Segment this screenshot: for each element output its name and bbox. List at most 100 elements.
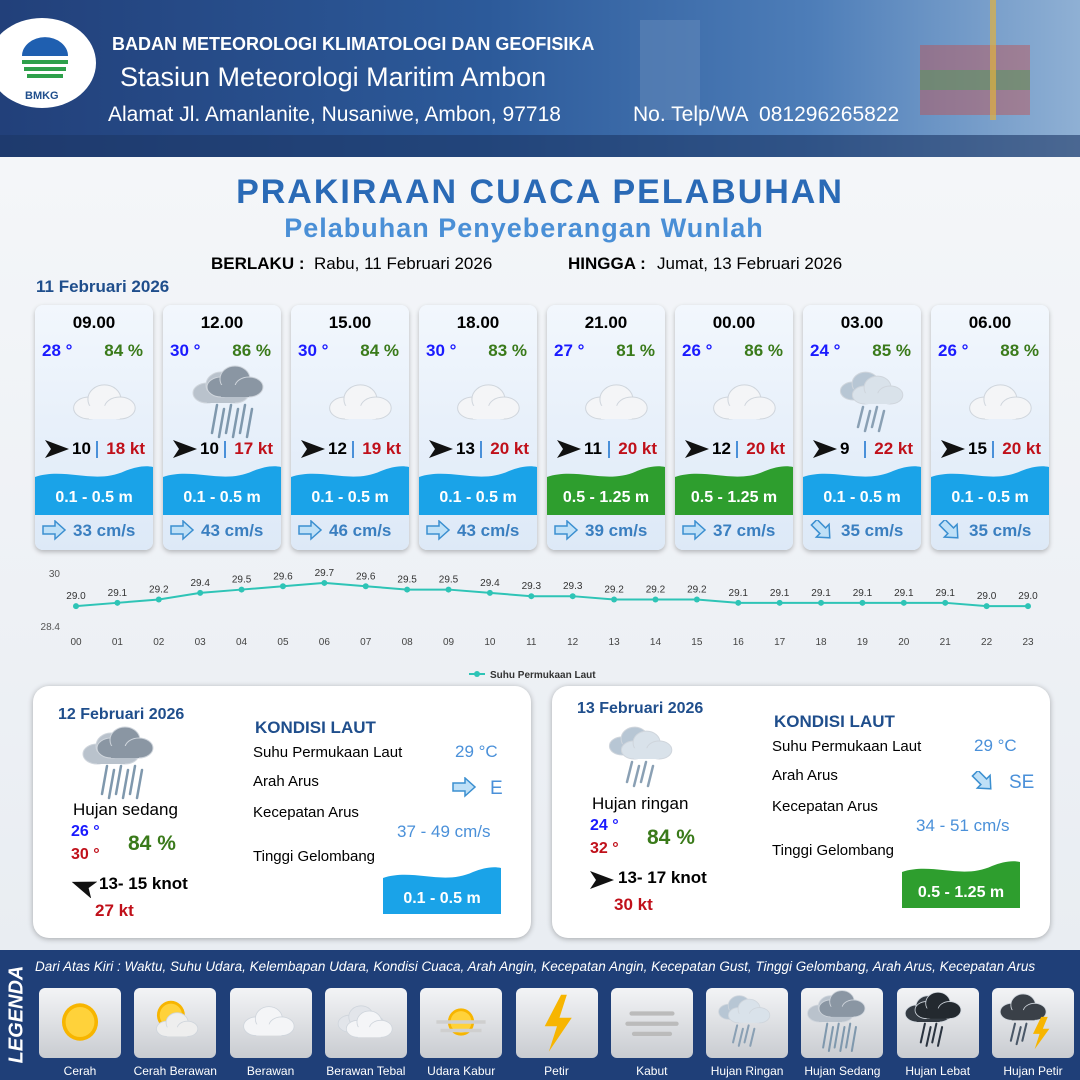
humidity: 86 %: [744, 341, 783, 360]
current-speed: 39 cm/s: [585, 521, 648, 540]
wave-height: 0.1 - 0.5 m: [951, 489, 1029, 506]
gust: 20 kt: [1002, 439, 1041, 458]
legend-label: Hujan Petir: [1003, 1064, 1063, 1078]
current-direction: [682, 520, 707, 541]
x-tick-label: 08: [402, 637, 414, 648]
gust: 20 kt: [490, 439, 529, 458]
value-label: 29.6: [273, 571, 293, 582]
legend-description: Dari Atas Kiri : Waktu, Suhu Udara, Kele…: [35, 959, 1036, 974]
wind-speed: 11: [584, 439, 602, 458]
weather-icon: [457, 384, 520, 420]
humidity: 81 %: [616, 341, 655, 360]
gust: 17 kt: [234, 439, 273, 458]
value-label: 29.7: [315, 568, 335, 579]
forecast-card: 09.00 28 ° 84 % 10 18 kt 0.1 - 0.5 m 33 cm/s: [35, 305, 153, 550]
value-label: 29.1: [770, 588, 790, 599]
wind-direction: [71, 881, 97, 898]
current-direction: [452, 777, 477, 798]
phone: No. Telp/WA 081296265822: [633, 103, 900, 126]
forecast-date: 11 Februari 2026: [36, 277, 170, 296]
forecast-card: 00.00 26 ° 86 % 12 20 kt 0.5 - 1.25 m 37 cm/s: [675, 305, 793, 550]
wind-direction: [941, 440, 965, 458]
x-tick-label: 12: [567, 637, 579, 648]
wind-speed: 9: [840, 439, 850, 458]
wind-speed: 13- 15 knot: [99, 874, 188, 893]
x-tick-label: 06: [319, 637, 331, 648]
x-tick-label: 11: [526, 637, 537, 648]
legend-marker: [474, 671, 480, 677]
legend-label: Hujan Ringan: [710, 1064, 784, 1078]
separator: [480, 441, 482, 458]
sst-chart: 28.4 30 29.0 00 29.1 01 29.2 02 29.4 03 29.5 04 29.6…: [41, 568, 1039, 681]
separator: [96, 441, 98, 458]
valid-from-label: BERLAKU :: [211, 254, 305, 273]
value-label: 29.1: [853, 588, 873, 599]
weather-icon: [585, 384, 648, 420]
current-direction: [810, 520, 831, 539]
wave: [419, 466, 537, 515]
sst-point: [197, 589, 204, 596]
value-label: 29.4: [480, 578, 500, 589]
wind-direction: [557, 440, 581, 458]
current-direction-text: E: [490, 778, 503, 799]
sst-point: [238, 586, 245, 593]
sst-point: [404, 586, 411, 593]
separator: [992, 441, 994, 458]
sst-line: [75, 581, 1028, 608]
sst-point: [818, 599, 825, 606]
gust: 20 kt: [746, 439, 785, 458]
time: 15.00: [328, 313, 372, 332]
forecast-card: 15.00 30 ° 84 % 12 19 kt 0.1 - 0.5 m 46 cm/s: [291, 305, 409, 550]
valid-from: Rabu, 11 Februari 2026: [314, 254, 493, 273]
weather-icon: [839, 371, 904, 433]
current-direction: [426, 520, 451, 541]
sst-point: [1025, 603, 1031, 610]
air-temp: 30 °: [298, 341, 329, 360]
current-direction: [170, 520, 195, 541]
current-speed: 43 cm/s: [201, 521, 264, 540]
x-tick-label: 07: [360, 637, 372, 648]
value-label: 29.4: [190, 578, 210, 589]
legend-icon-box: [39, 988, 121, 1058]
gust: 18 kt: [106, 439, 145, 458]
gust: 20 kt: [618, 439, 657, 458]
sst-point: [611, 596, 618, 603]
humidity: 84 %: [360, 341, 399, 360]
station: Stasiun Meteorologi Maritim Ambon: [120, 62, 547, 92]
x-tick-label: 02: [153, 637, 165, 648]
legend-icon: [718, 995, 771, 1047]
sst-point: [652, 596, 659, 603]
legend-icon-box: [706, 988, 789, 1058]
x-tick-label: 23: [1022, 637, 1034, 648]
air-temp: 30 °: [170, 341, 201, 360]
sea-heading: KONDISI LAUT: [774, 712, 895, 731]
x-tick-label: 22: [981, 637, 993, 648]
value-label: 29.1: [935, 588, 955, 599]
weather-icon: [713, 384, 776, 420]
header-decoration: [0, 0, 1080, 157]
condition: Hujan ringan: [592, 794, 689, 813]
legend-icon: [337, 1005, 393, 1038]
humidity: 86 %: [232, 341, 271, 360]
wind-direction: [429, 440, 453, 458]
wave: [675, 466, 793, 515]
humidity: 85 %: [872, 341, 911, 360]
valid-to-label: HINGGA :: [568, 254, 646, 273]
time: 03.00: [840, 313, 884, 332]
value-label: 29.6: [356, 571, 376, 582]
legend-icon: [156, 1000, 199, 1037]
wind-speed: 10: [72, 439, 91, 458]
sst-point: [486, 589, 493, 596]
legend-label: Hujan Lebat: [905, 1064, 971, 1078]
sst-point: [528, 593, 535, 600]
current-speed: 46 cm/s: [329, 521, 392, 540]
sea-label: Arah Arus: [253, 773, 319, 790]
air-temp: 26 °: [938, 341, 969, 360]
separator: [736, 441, 738, 458]
sst-point: [983, 603, 990, 610]
x-tick-label: 14: [650, 637, 662, 648]
sst-point: [362, 583, 369, 590]
legend-label: Kabut: [636, 1064, 668, 1078]
time: 18.00: [456, 313, 500, 332]
wave: [163, 466, 281, 515]
